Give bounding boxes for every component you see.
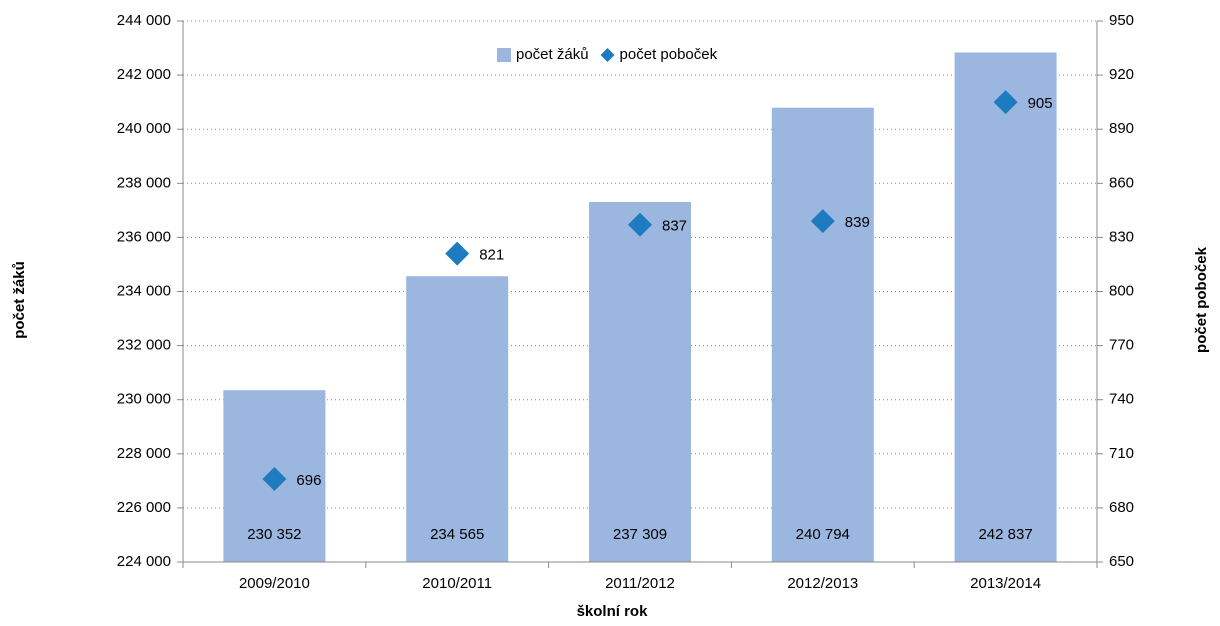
bar-value-label: 230 352	[247, 526, 301, 543]
diamond-marker	[262, 467, 287, 492]
diamond-marker	[445, 241, 470, 266]
y-tick-label: 242 000	[117, 66, 171, 83]
diamond-marker	[810, 209, 835, 234]
diamond-marker	[993, 90, 1018, 115]
legend-label: počet poboček	[620, 46, 718, 63]
bar	[954, 52, 1057, 563]
y-tick-label: 230 000	[117, 391, 171, 408]
y-tick-label: 232 000	[117, 337, 171, 354]
y2-tick-label: 950	[1109, 12, 1134, 29]
bar-value-label: 234 565	[430, 526, 484, 543]
y-tick-label: 240 000	[117, 120, 171, 137]
y-tick-label: 228 000	[117, 445, 171, 462]
marker-value-label: 905	[1028, 95, 1053, 112]
legend-swatch	[600, 48, 615, 62]
y2-tick-label: 890	[1109, 120, 1134, 137]
diamond-marker	[628, 212, 652, 237]
x-tick-label: 2010/2011	[422, 575, 492, 592]
y-tick-label: 238 000	[117, 174, 171, 191]
y2-tick-label: 740	[1109, 391, 1134, 408]
y-tick-label: 234 000	[117, 282, 171, 299]
marker-value-label: 696	[296, 472, 321, 489]
y2-tick-label: 860	[1109, 174, 1134, 191]
y-tick-label: 244 000	[117, 12, 171, 29]
y-tick-label: 236 000	[117, 228, 171, 245]
bar-value-label: 240 794	[796, 526, 850, 543]
x-tick-label: 2013/2014	[970, 575, 1041, 592]
y2-tick-label: 830	[1109, 228, 1134, 245]
x-tick-label: 2012/2013	[787, 575, 858, 592]
y-tick-label: 224 000	[117, 553, 171, 570]
y2-tick-label: 770	[1109, 337, 1134, 354]
x-tick-label: 2009/2010	[239, 575, 310, 592]
x-axis-title: školní rok	[577, 603, 649, 620]
bar	[406, 276, 509, 562]
marker-value-label: 839	[845, 214, 870, 231]
bar-value-label: 242 837	[978, 526, 1032, 543]
legend-label: počet žáků	[516, 46, 589, 63]
y2-axis-title: počet poboček	[1193, 246, 1210, 353]
marker-value-label: 837	[662, 218, 687, 235]
legend-swatch	[497, 48, 511, 62]
y-tick-label: 226 000	[117, 499, 171, 516]
y2-tick-label: 800	[1109, 282, 1134, 299]
y2-tick-label: 650	[1109, 553, 1134, 570]
y-axis-title: počet žáků	[11, 261, 28, 339]
y2-tick-label: 680	[1109, 499, 1134, 516]
bar	[589, 201, 691, 562]
y2-tick-label: 710	[1109, 445, 1134, 462]
y2-tick-label: 920	[1109, 66, 1134, 83]
marker-value-label: 821	[479, 247, 504, 264]
x-tick-label: 2011/2012	[605, 575, 675, 592]
bar	[771, 107, 874, 563]
bar-value-label: 237 309	[613, 526, 667, 543]
